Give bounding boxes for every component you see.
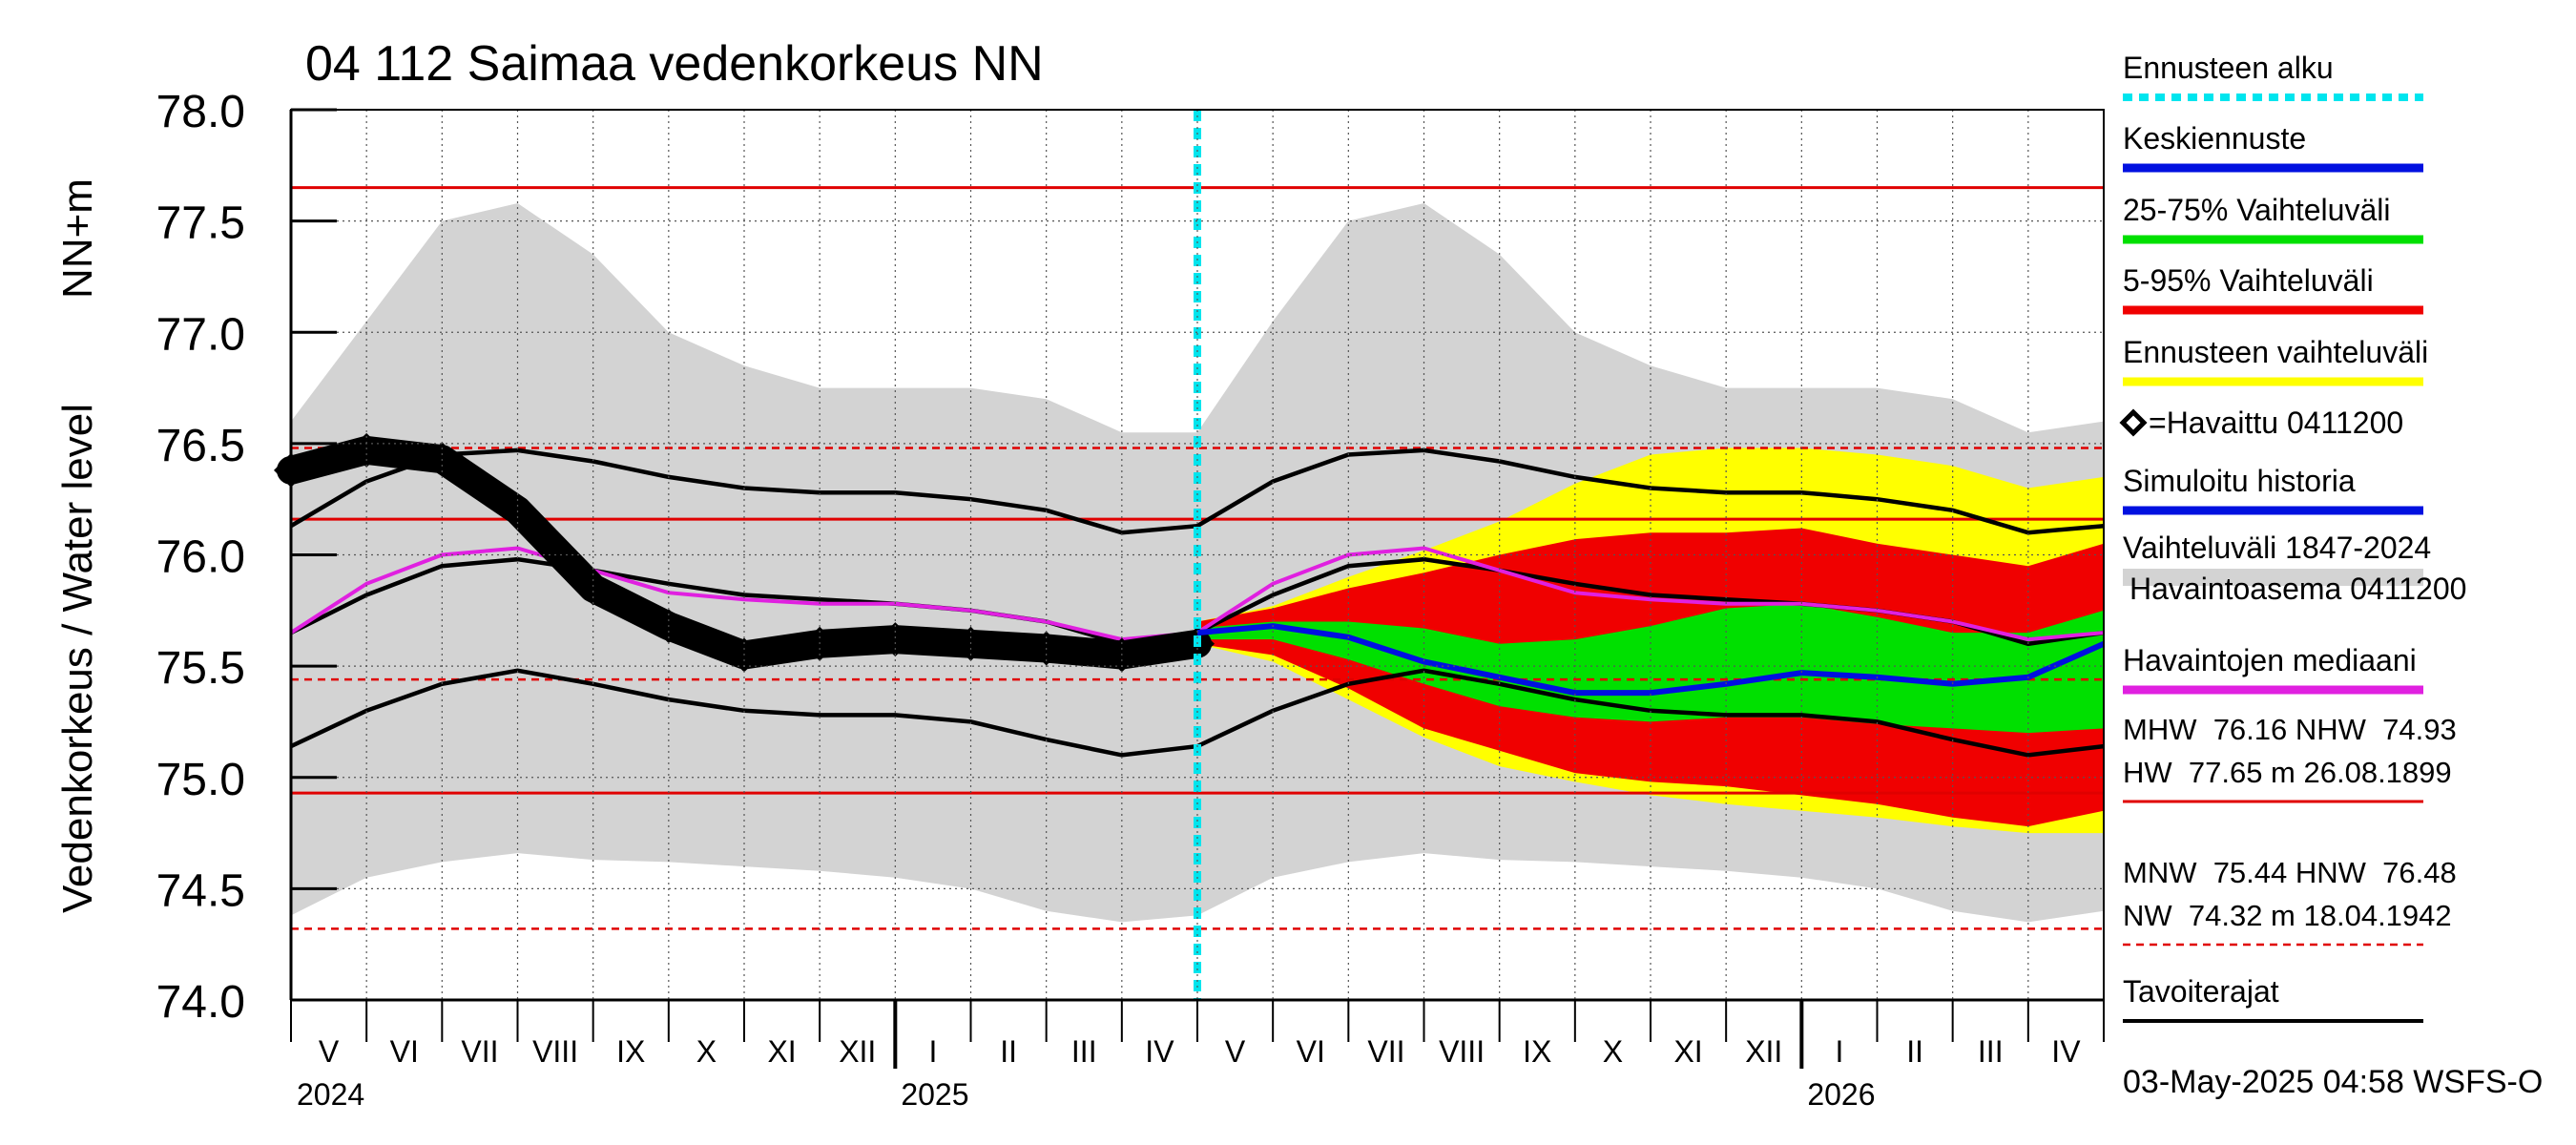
month-label: VII	[461, 1034, 498, 1069]
legend-label: Havaintojen mediaani	[2123, 643, 2417, 677]
month-label: II	[1000, 1034, 1017, 1069]
y-tick-label: 78.0	[156, 87, 245, 137]
legend-stat-text: MNW 75.44 HNW 76.48	[2123, 856, 2457, 889]
legend-label: Keskiennuste	[2123, 121, 2306, 156]
year-label: 2024	[297, 1077, 364, 1112]
month-label: III	[1071, 1034, 1097, 1069]
month-label: VI	[390, 1034, 419, 1069]
year-label: 2025	[901, 1077, 968, 1112]
legend-label: Ennusteen alku	[2123, 51, 2334, 85]
y-axis-unit-label: NN+m	[54, 178, 101, 299]
month-label: VI	[1297, 1034, 1325, 1069]
month-label: VII	[1367, 1034, 1404, 1069]
y-tick-label: 74.0	[156, 977, 245, 1028]
y-tick-label: 74.5	[156, 865, 245, 916]
month-label: XI	[1673, 1034, 1702, 1069]
legend-label: 5-95% Vaihteluväli	[2123, 263, 2374, 298]
month-label: III	[1978, 1034, 2004, 1069]
legend-stat-text: HW 77.65 m 26.08.1899	[2123, 756, 2452, 789]
month-label: VIII	[532, 1034, 578, 1069]
legend-stat-text: NW 74.32 m 18.04.1942	[2123, 899, 2452, 932]
y-tick-label: 77.5	[156, 198, 245, 249]
month-label: IX	[616, 1034, 645, 1069]
y-tick-label: 76.0	[156, 532, 245, 583]
chart-title: 04 112 Saimaa vedenkorkeus NN	[305, 36, 1044, 92]
legend: Ennusteen alku Keskiennuste 25-75% Vaihtel…	[2119, 51, 2466, 1023]
observed-point	[500, 492, 535, 528]
y-axis-label: Vedenkorkeus / Water level	[54, 404, 101, 913]
month-label: XII	[1745, 1034, 1782, 1069]
month-label: IV	[1145, 1034, 1174, 1069]
legend-label: Vaihteluväli 1847-2024	[2123, 531, 2431, 565]
legend-label: Ennusteen vaihteluväli	[2123, 335, 2428, 369]
observed-point	[575, 571, 611, 606]
month-label: II	[1906, 1034, 1923, 1069]
y-tick-label: 77.0	[156, 309, 245, 360]
observed-point	[878, 622, 913, 657]
plot-area	[274, 110, 2106, 1000]
month-label: X	[1603, 1034, 1623, 1069]
month-label: XII	[839, 1034, 876, 1069]
observed-marker-icon	[2119, 408, 2148, 437]
legend-label: 25-75% Vaihteluväli	[2123, 193, 2390, 227]
month-label: X	[696, 1034, 717, 1069]
axes: 74.074.575.075.576.076.577.077.578.0V VI V…	[156, 87, 2105, 1112]
legend-label: Simuloitu historia	[2123, 464, 2356, 498]
legend-label: Havaintoasema 0411200	[2129, 572, 2466, 606]
legend-label: =Havaittu 0411200	[2149, 406, 2403, 440]
y-tick-label: 75.0	[156, 755, 245, 805]
legend-stat-text: MHW 76.16 NHW 74.93	[2123, 713, 2457, 746]
month-label: V	[319, 1034, 340, 1069]
legend-label: Tavoiterajat	[2123, 974, 2279, 1009]
month-label: V	[1225, 1034, 1246, 1069]
month-label: I	[928, 1034, 937, 1069]
year-label: 2026	[1807, 1077, 1875, 1112]
target-bound-upper	[289, 448, 2105, 535]
y-tick-label: 76.5	[156, 421, 245, 471]
month-label: XI	[767, 1034, 796, 1069]
month-label: VIII	[1439, 1034, 1485, 1069]
month-label: I	[1835, 1034, 1843, 1069]
month-label: IV	[2051, 1034, 2081, 1069]
observed-point	[349, 432, 384, 468]
footer-timestamp: 03-May-2025 04:58 WSFS-O	[2123, 1064, 2543, 1100]
y-tick-label: 75.5	[156, 643, 245, 694]
month-label: IX	[1523, 1034, 1551, 1069]
